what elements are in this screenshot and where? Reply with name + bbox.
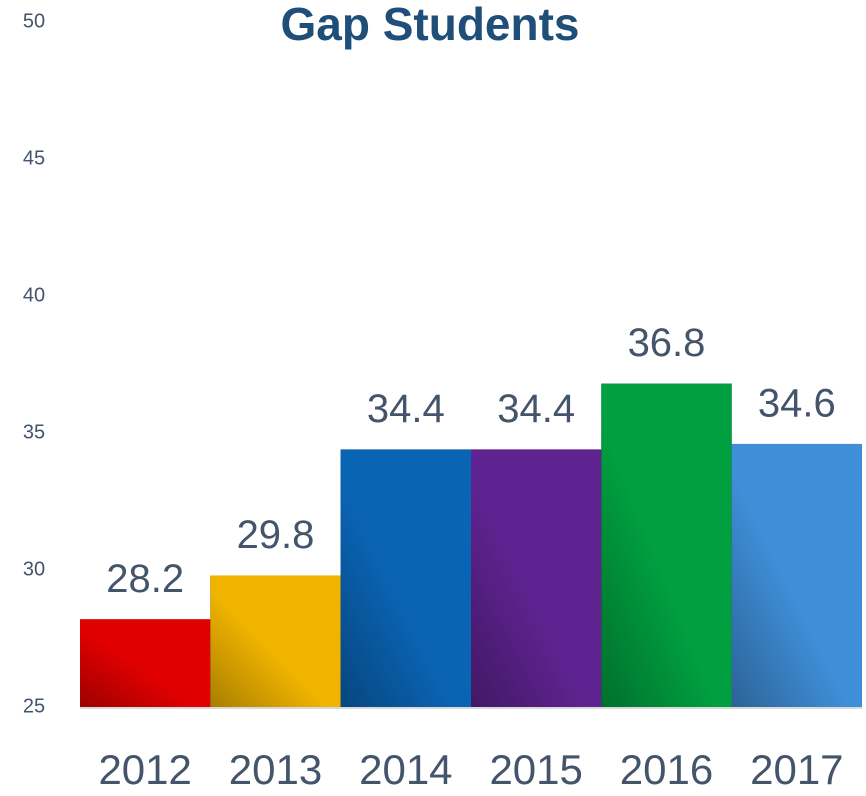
y-tick-label: 25 [23,695,45,717]
bar [210,575,341,707]
bar [471,449,602,707]
value-label: 36.8 [628,321,706,365]
value-label: 34.4 [497,387,575,431]
x-tick-label: 2012 [98,746,191,793]
bar [731,443,862,707]
y-tick-label: 40 [23,284,45,306]
x-tick-label: 2014 [359,746,452,793]
y-tick-label: 45 [23,147,45,169]
value-label: 28.2 [106,557,184,601]
y-tick-label: 50 [23,10,45,32]
chart-title: Gap Students [280,0,579,50]
value-label: 34.4 [367,387,445,431]
x-tick-label: 2016 [620,746,713,793]
x-tick-label: 2015 [489,746,582,793]
bar [340,449,471,707]
value-label: 29.8 [237,513,315,557]
bar [601,383,732,707]
x-tick-label: 2017 [750,746,843,793]
bar [80,619,211,707]
y-tick-label: 30 [23,558,45,580]
x-tick-label: 2013 [229,746,322,793]
value-label: 34.6 [758,382,836,426]
y-tick-label: 35 [23,421,45,443]
